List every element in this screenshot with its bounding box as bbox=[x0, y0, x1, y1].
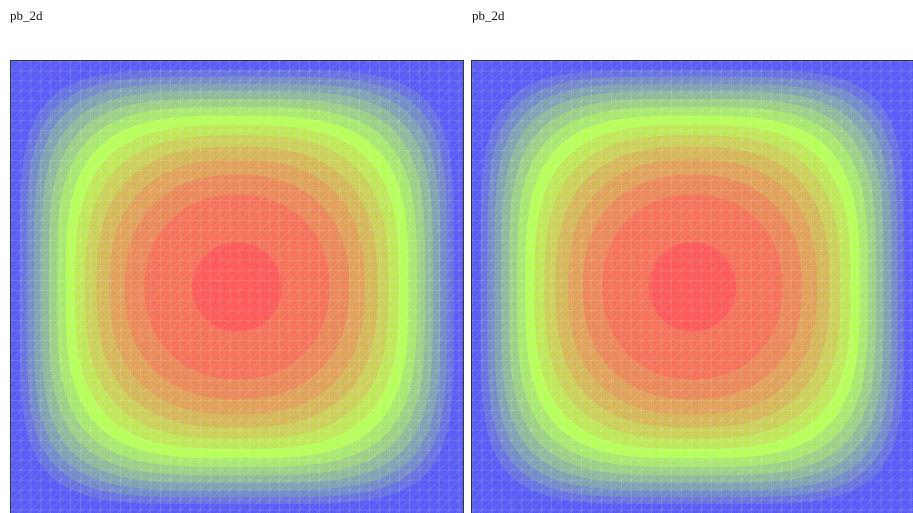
mesh-lines bbox=[11, 61, 463, 513]
contour-plot-left bbox=[10, 60, 464, 513]
mesh-overlay bbox=[11, 61, 463, 513]
contour-plot-right bbox=[471, 60, 913, 513]
mesh-overlay bbox=[472, 61, 913, 513]
panel-title-left: pb_2d bbox=[10, 8, 43, 23]
contour-band bbox=[192, 242, 282, 332]
contour-plot-left-svg bbox=[11, 61, 463, 513]
mesh-lines bbox=[472, 61, 913, 513]
contour-plot-right-svg bbox=[472, 61, 913, 513]
contour-band bbox=[648, 242, 737, 332]
panel-title-right: pb_2d bbox=[472, 8, 505, 23]
